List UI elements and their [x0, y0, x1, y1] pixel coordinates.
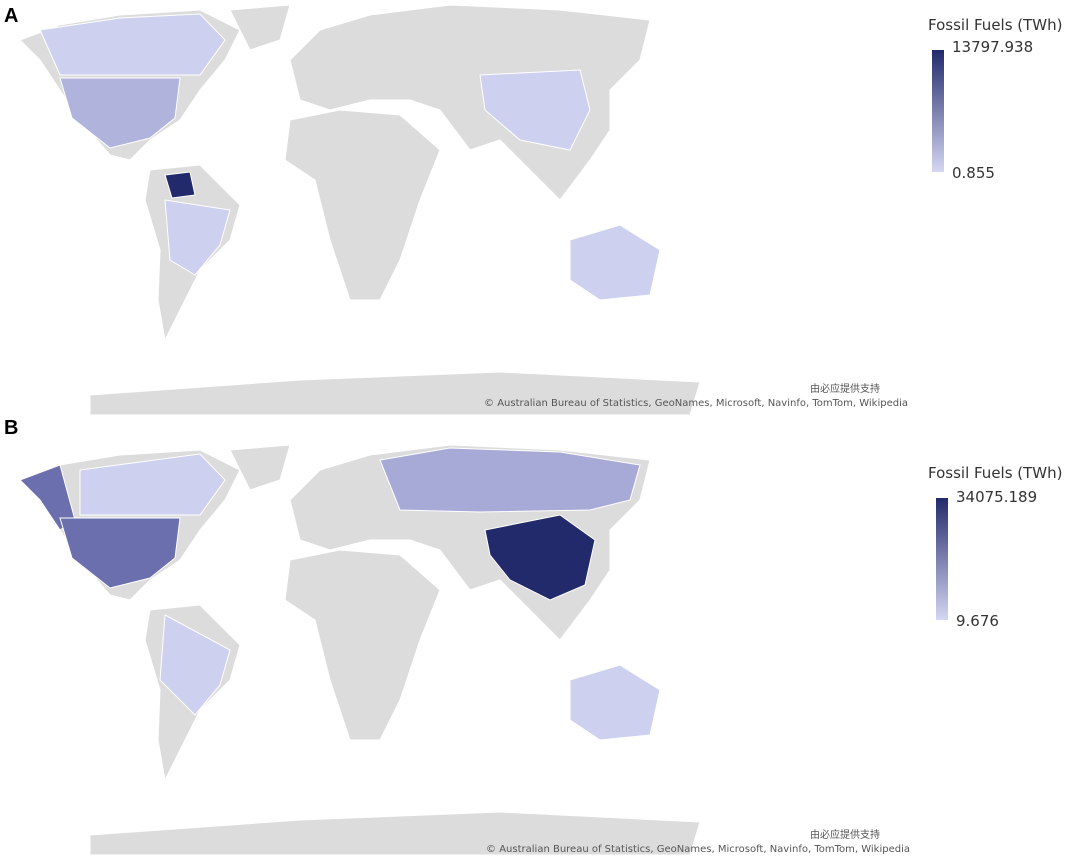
region	[569, 664, 661, 741]
legend-max: 34075.189	[956, 488, 1037, 506]
region	[164, 199, 231, 276]
legend-bar	[932, 50, 944, 172]
attribution-provider: 由必应提供支持	[810, 828, 880, 841]
region	[159, 614, 231, 716]
panel-label: A	[4, 5, 18, 27]
legend-title: Fossil Fuels (TWh)	[928, 464, 1063, 482]
region	[59, 517, 181, 589]
panel-a: A Fossil Fuels (TWh) 13797.938 0.855 由必应…	[4, 5, 1063, 415]
attribution-sources: © Australian Bureau of Statistics, GeoNa…	[486, 844, 910, 855]
legend-max: 13797.938	[952, 38, 1033, 56]
region	[79, 453, 226, 516]
region	[569, 224, 661, 301]
region	[379, 447, 641, 513]
legend-min: 9.676	[956, 612, 999, 630]
attribution-provider: 由必应提供支持	[810, 382, 880, 395]
region	[59, 77, 181, 149]
region	[484, 514, 596, 601]
legend-title: Fossil Fuels (TWh)	[928, 16, 1063, 34]
attribution-sources: © Australian Bureau of Statistics, GeoNa…	[484, 398, 908, 409]
legend-min: 0.855	[952, 164, 995, 182]
regions	[19, 447, 661, 741]
legend-bar	[936, 498, 948, 620]
panel-b: B Fossil Fuels (TWh) 34075.189 9.676 由必应…	[4, 417, 1063, 855]
region	[39, 13, 226, 76]
region	[479, 69, 591, 151]
region	[164, 171, 196, 199]
panel-label: B	[4, 417, 18, 439]
